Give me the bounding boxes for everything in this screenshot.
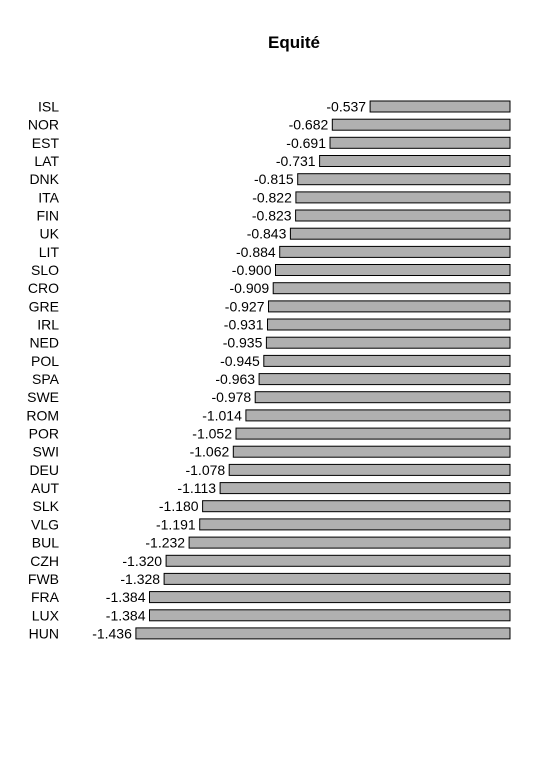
bar-fin [295,209,511,222]
category-label-por: POR [29,426,59,442]
chart-title: Equité [268,33,320,52]
category-label-deu: DEU [29,462,59,478]
bar-spa [258,373,511,386]
category-label-vlg: VLG [31,516,59,532]
bar-deu [228,463,511,476]
bars-layer: -0.537 ISL -0.682 NOR -0.691 EST -0.731 LAT -0.8… [26,99,511,641]
category-label-swi: SWI [33,444,59,460]
category-label-isl: ISL [38,99,59,115]
value-label-aut: -1.113 [177,480,216,496]
bar-irl [267,318,511,331]
bar-swe [254,391,511,404]
category-label-spa: SPA [32,371,60,387]
bar-fwb [163,572,511,585]
value-label-lux: -1.384 [106,607,146,623]
bar-bul [188,536,511,549]
value-label-uk: -0.843 [247,226,287,242]
category-label-ned: NED [29,335,59,351]
value-label-fwb: -1.328 [120,571,160,587]
bar-dnk [297,173,511,186]
bar-fra [149,591,511,604]
value-label-hun: -1.436 [92,625,132,641]
bar-slo [275,264,511,276]
bar-gre [268,300,511,313]
value-label-swi: -1.062 [190,444,230,460]
category-label-uk: UK [40,226,60,242]
value-label-ita: -0.822 [252,189,292,205]
value-label-deu: -1.078 [185,462,225,478]
category-label-lit: LIT [39,244,60,260]
bar-swi [232,445,511,458]
category-label-lat: LAT [34,153,59,169]
bar-isl [369,100,511,113]
bar-uk [289,227,511,240]
value-label-cro: -0.909 [229,280,269,296]
value-label-fra: -1.384 [106,589,146,605]
category-label-irl: IRL [37,317,59,333]
bar-vlg [199,518,511,531]
category-label-rom: ROM [26,407,59,423]
category-label-swe: SWE [27,389,59,405]
category-label-est: EST [32,135,60,151]
category-label-slk: SLK [33,498,60,514]
bar-rom [245,409,511,422]
bar-hun [135,627,511,640]
bar-pol [263,354,511,367]
value-label-nor: -0.682 [289,117,329,133]
bar-lat [319,155,511,167]
bar-ned [265,336,511,349]
category-label-gre: GRE [29,298,59,314]
value-label-ned: -0.935 [223,335,263,351]
bar-nor [331,118,511,131]
category-label-dnk: DNK [29,171,59,187]
bar-lit [279,245,511,258]
category-label-pol: POL [31,353,59,369]
value-label-slo: -0.900 [232,262,272,278]
bar-est [329,136,511,149]
value-label-fin: -0.823 [252,208,292,224]
bar-slk [202,500,511,513]
category-label-hun: HUN [29,625,59,641]
value-label-irl: -0.931 [224,317,264,333]
bar-ita [295,191,511,204]
value-label-isl: -0.537 [326,99,366,115]
value-label-rom: -1.014 [202,407,242,423]
category-label-fwb: FWB [28,571,59,587]
value-label-bul: -1.232 [145,535,185,551]
bar-czh [165,554,511,567]
value-label-por: -1.052 [192,426,232,442]
value-label-lat: -0.731 [276,153,316,169]
category-label-slo: SLO [31,262,59,278]
value-label-slk: -1.180 [159,498,199,514]
category-label-fra: FRA [31,589,60,605]
value-label-gre: -0.927 [225,298,265,314]
bar-lux [149,609,511,622]
bar-cro [272,282,511,295]
category-label-ita: ITA [38,189,59,205]
bar-por [235,427,511,440]
category-label-lux: LUX [32,607,60,623]
value-label-vlg: -1.191 [156,516,196,532]
category-label-cro: CRO [28,280,59,296]
category-label-bul: BUL [32,535,59,551]
value-label-czh: -1.320 [122,553,162,569]
category-label-nor: NOR [28,117,59,133]
value-label-lit: -0.884 [236,244,276,260]
value-label-swe: -0.978 [211,389,251,405]
bar-aut [219,482,511,495]
value-label-spa: -0.963 [215,371,255,387]
value-label-pol: -0.945 [220,353,260,369]
category-label-aut: AUT [31,480,59,496]
category-label-fin: FIN [36,208,59,224]
category-label-czh: CZH [30,553,59,569]
value-label-est: -0.691 [286,135,326,151]
value-label-dnk: -0.815 [254,171,294,187]
